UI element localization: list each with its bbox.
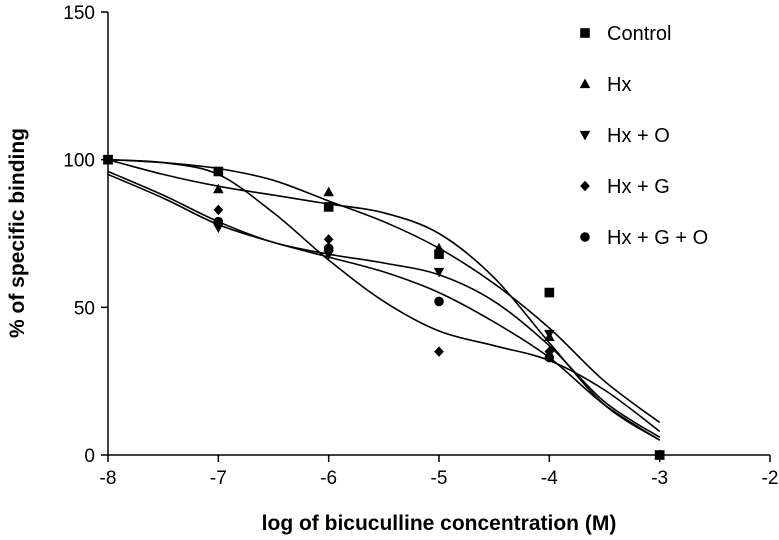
x-tick-label: -3 (651, 468, 668, 489)
data-point (434, 296, 444, 307)
data-point (323, 202, 334, 212)
legend-marker (579, 78, 591, 89)
data-point (544, 329, 555, 340)
data-point (433, 267, 445, 278)
data-point (544, 352, 555, 363)
data-point (213, 204, 224, 216)
x-axis-title: log of bicuculline concentration (M) (262, 512, 617, 535)
fit-curve (107, 170, 661, 438)
y-tick-label: 50 (74, 298, 95, 319)
data-point (433, 242, 445, 253)
legend-label: Hx + G + O (607, 227, 708, 249)
fit-curve (107, 158, 661, 441)
legend-marker (580, 28, 590, 38)
data-point (213, 216, 224, 227)
data-point (434, 249, 444, 259)
legend-label: Hx + O (607, 125, 670, 147)
x-tick-label: -8 (100, 468, 117, 489)
y-tick-label: 0 (84, 446, 95, 467)
x-tick-label: -5 (431, 468, 448, 489)
x-tick-label: -7 (210, 468, 227, 489)
y-tick-label: 150 (63, 3, 95, 24)
legend-label: Control (607, 23, 671, 45)
x-ticks: -8 -7 -6 -5 -4 -3 -2 (100, 455, 779, 489)
legend-label: Hx + G (607, 176, 670, 198)
data-point (544, 287, 555, 298)
x-tick-label: -4 (541, 468, 558, 489)
x-tick-label: -6 (320, 468, 337, 489)
data-point (323, 186, 334, 197)
y-tick-label: 100 (63, 151, 95, 172)
data-point (213, 183, 224, 194)
data-point (323, 243, 334, 254)
data-point (434, 346, 444, 357)
data-point (323, 234, 334, 245)
fit-curves (107, 158, 661, 441)
fit-curve (107, 173, 661, 441)
x-tick-label: -2 (762, 468, 779, 489)
legend-marker (580, 180, 590, 192)
data-point (323, 250, 334, 260)
data-markers (102, 154, 665, 461)
fit-curve (107, 158, 661, 433)
fit-curve (107, 158, 661, 424)
legend-marker (579, 130, 591, 141)
legend-label: Hx (607, 74, 631, 96)
legend: Control Hx Hx + O Hx + G Hx + G + O (579, 23, 708, 249)
y-ticks: 0 50 100 150 (63, 3, 108, 467)
y-axis-title: % of specific binding (6, 128, 29, 338)
legend-marker (580, 232, 590, 242)
data-point (213, 223, 224, 234)
data-point (213, 166, 224, 177)
